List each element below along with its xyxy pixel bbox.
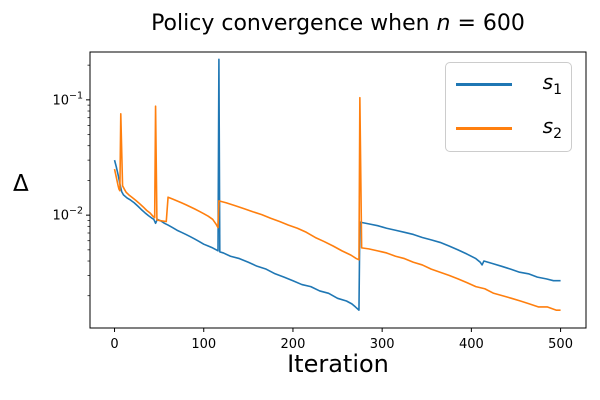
y-axis-label: Δ [13,171,29,197]
x-tick-label: 100 [191,337,216,352]
legend-entry-s2: s2 [456,113,562,143]
x-tick-label: 300 [370,337,395,352]
x-axis-label: Iteration [287,350,389,378]
y-tick-label: 10−2 [52,206,83,224]
y-tick-label: 10−1 [52,90,83,108]
chart-title-variable: n [436,11,451,36]
series-line-s_2 [113,96,561,311]
legend-label: s1 [542,69,562,98]
x-tick-label: 200 [281,337,306,352]
legend-line-sample [456,82,512,86]
series-line-s_1 [113,58,561,311]
x-tick-label: 500 [548,337,573,352]
legend-label: s2 [542,113,562,142]
chart-title-prefix: Policy convergence when [151,11,437,36]
x-tick-label: 0 [110,337,118,352]
chart-title-suffix: = 600 [450,11,525,36]
legend-line-sample [456,126,512,130]
legend: s1 s2 [445,62,572,152]
x-tick-label: 400 [459,337,484,352]
chart-title: Policy convergence when n = 600 [90,11,586,36]
axes-frame [89,51,587,329]
legend-entry-s1: s1 [456,69,562,99]
